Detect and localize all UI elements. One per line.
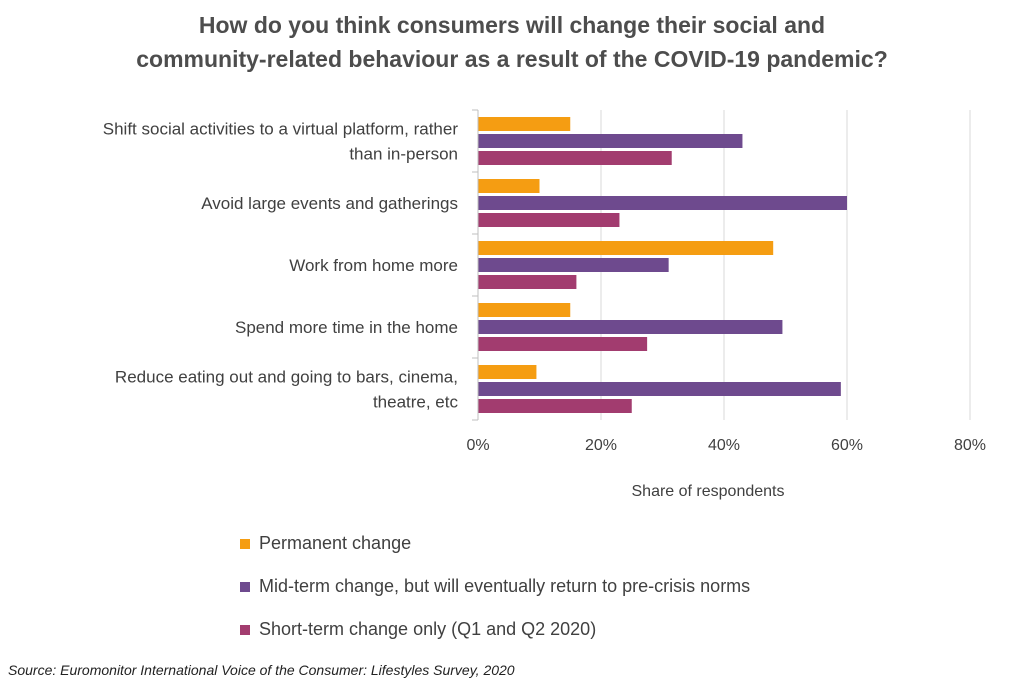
category-label-line: Reduce eating out and going to bars, cin… <box>115 368 458 387</box>
legend: Permanent change Mid-term change, but wi… <box>240 522 750 651</box>
bar-mid-term <box>478 134 743 148</box>
bar-chart: Shift social activities to a virtual pla… <box>103 109 986 500</box>
bar-permanent <box>478 117 571 131</box>
legend-item-short-term: Short-term change only (Q1 and Q2 2020) <box>240 608 750 651</box>
bar-short-term <box>478 151 672 165</box>
chart-title-line-2: community-related behaviour as a result … <box>136 46 888 72</box>
category-label-line: Avoid large events and gatherings <box>201 194 458 213</box>
category-label: Shift social activities to a virtual pla… <box>103 120 459 164</box>
bar-permanent <box>478 365 537 379</box>
chart-title: How do you think consumers will change t… <box>0 8 1024 76</box>
bar-short-term <box>478 275 577 289</box>
bar-mid-term <box>478 382 841 396</box>
chart-title-line-1: How do you think consumers will change t… <box>198 12 826 38</box>
bar-short-term <box>478 399 632 413</box>
category-label: Work from home more <box>289 256 458 275</box>
x-tick-label: 40% <box>708 437 740 454</box>
x-tick-label: 80% <box>954 437 986 454</box>
bar-permanent <box>478 179 540 193</box>
category-labels: Shift social activities to a virtual pla… <box>103 120 459 412</box>
legend-swatch-short-term <box>240 624 250 635</box>
category-label-line: Shift social activities to a virtual pla… <box>103 120 459 139</box>
legend-label-short-term: Short-term change only (Q1 and Q2 2020) <box>259 619 597 639</box>
bar-mid-term <box>478 196 847 210</box>
legend-item-mid-term: Mid-term change, but will eventually ret… <box>240 565 750 608</box>
bar-mid-term <box>478 258 669 272</box>
bar-short-term <box>478 337 648 351</box>
legend-item-permanent: Permanent change <box>240 522 750 565</box>
category-label: Reduce eating out and going to bars, cin… <box>115 368 459 412</box>
bar-mid-term <box>478 320 783 334</box>
bars <box>478 117 847 413</box>
x-tick-label: 60% <box>831 437 863 454</box>
x-tick-label: 0% <box>466 437 489 454</box>
bar-permanent <box>478 241 774 255</box>
legend-label-mid-term: Mid-term change, but will eventually ret… <box>259 576 751 596</box>
legend-label-permanent: Permanent change <box>259 533 412 553</box>
x-axis-label: Share of respondents <box>632 483 785 500</box>
x-tick-label: 20% <box>585 437 617 454</box>
category-label-line: Work from home more <box>289 256 458 275</box>
category-label-line: than in-person <box>349 145 458 164</box>
source-note: Source: Euromonitor International Voice … <box>8 662 515 678</box>
bar-permanent <box>478 303 571 317</box>
legend-swatch-mid-term <box>240 581 250 592</box>
category-label-line: Spend more time in the home <box>235 318 458 337</box>
legend-swatch-permanent <box>240 538 250 549</box>
category-label: Avoid large events and gatherings <box>201 194 458 213</box>
category-label-line: theatre, etc <box>373 393 459 412</box>
bar-short-term <box>478 213 620 227</box>
category-label: Spend more time in the home <box>235 318 458 337</box>
value-axis: 0% 20% 40% 60% 80% <box>466 109 986 454</box>
